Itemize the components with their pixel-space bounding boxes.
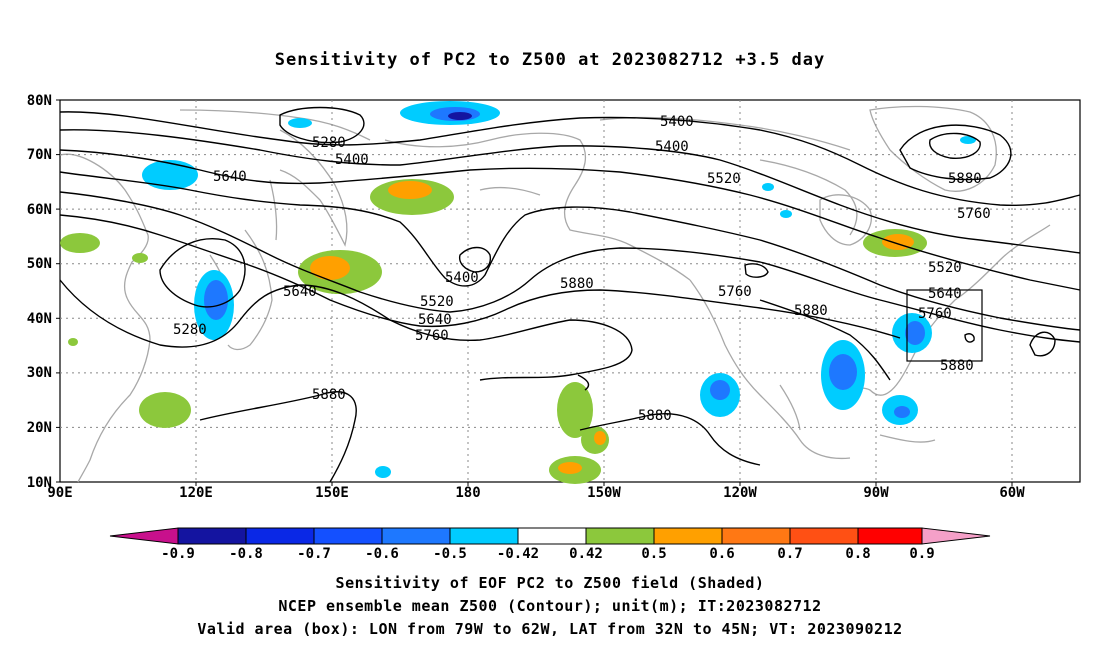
lon-label: 120W xyxy=(723,485,757,501)
latitude-labels: 80N 70N 60N 50N 40N 30N 20N 10N xyxy=(27,93,52,491)
contour-label: 5280 xyxy=(312,135,346,151)
lat-label: 40N xyxy=(27,311,52,327)
contour-label: 5520 xyxy=(707,171,741,187)
colorbar-label: -0.7 xyxy=(297,546,331,560)
colorbar-label: -0.6 xyxy=(365,546,399,560)
lon-label: 90W xyxy=(863,485,889,501)
contour-label: 5760 xyxy=(918,306,952,322)
colorbar-label: -0.42 xyxy=(497,546,539,560)
colorbar-labels: -0.9 -0.8 -0.7 -0.6 -0.5 -0.42 0.42 0.5 … xyxy=(161,546,935,560)
map-panel: 5280 5400 5640 5400 5520 5640 5280 5400 … xyxy=(59,99,1081,484)
lon-label: 180 xyxy=(455,485,480,501)
coastlines xyxy=(59,105,1051,483)
colorbar-label: -0.9 xyxy=(161,546,195,560)
lon-ticks xyxy=(195,482,1013,486)
contour-label: 5880 xyxy=(948,171,982,187)
contour-label: 5400 xyxy=(655,139,689,155)
colorbar-label: 0.7 xyxy=(777,546,802,560)
contour-label: 5640 xyxy=(283,284,317,300)
colorbar xyxy=(109,527,991,545)
contour-label: 5640 xyxy=(928,286,962,302)
contour-label: 5880 xyxy=(794,303,828,319)
sensitivity-map: 5280 5400 5640 5400 5520 5640 5280 5400 … xyxy=(27,93,1081,560)
contour-label: 5280 xyxy=(173,322,207,338)
lon-label: 120E xyxy=(179,485,213,501)
lon-label: 90E xyxy=(47,485,72,501)
footer-line-contour: NCEP ensemble mean Z500 (Contour); unit(… xyxy=(278,597,822,615)
footer-line-valid-area: Valid area (box): LON from 79W to 62W, L… xyxy=(197,620,903,638)
contour-label: 5400 xyxy=(660,114,694,130)
colorbar-label: 0.9 xyxy=(909,546,934,560)
contour-label: 5640 xyxy=(213,169,247,185)
contour-label: 5760 xyxy=(957,206,991,222)
contour-label: 5520 xyxy=(420,294,454,310)
lon-label: 150E xyxy=(315,485,349,501)
contour-label: 5640 xyxy=(418,312,452,328)
lat-label: 70N xyxy=(27,147,52,163)
sensitivity-shading xyxy=(60,101,976,484)
colorbar-label: -0.8 xyxy=(229,546,263,560)
lat-label: 80N xyxy=(27,93,52,109)
footer-line-shading: Sensitivity of EOF PC2 to Z500 field (Sh… xyxy=(335,574,765,592)
lat-label: 50N xyxy=(27,256,52,272)
contour-label: 5520 xyxy=(928,260,962,276)
lat-label: 30N xyxy=(27,365,52,381)
contour-label: 5400 xyxy=(335,152,369,168)
contour-label: 5880 xyxy=(560,276,594,292)
contour-label: 5880 xyxy=(312,387,346,403)
contour-label: 5760 xyxy=(718,284,752,300)
colorbar-label: 0.8 xyxy=(845,546,870,560)
contour-label: 5760 xyxy=(415,328,449,344)
lat-label: 60N xyxy=(27,202,52,218)
longitude-labels: 90E 120E 150E 180 150W 120W 90W 60W xyxy=(47,485,1025,501)
map-title: Sensitivity of PC2 to Z500 at 2023082712… xyxy=(274,50,826,70)
valid-area-box xyxy=(906,289,983,362)
lat-ticks xyxy=(56,99,60,483)
contour-label: 5880 xyxy=(940,358,974,374)
colorbar-label: 0.42 xyxy=(569,546,603,560)
contour-label: 5880 xyxy=(280,284,314,300)
colorbar-label: 0.6 xyxy=(709,546,734,560)
colorbar-label: -0.5 xyxy=(433,546,467,560)
colorbar-label: 0.5 xyxy=(641,546,666,560)
lon-label: 150W xyxy=(587,485,621,501)
z500-contours xyxy=(59,106,1081,483)
contour-label: 5880 xyxy=(638,408,672,424)
lat-label: 20N xyxy=(27,420,52,436)
lat-label: 10N xyxy=(27,475,52,491)
contour-labels: 5280 5400 5640 5400 5520 5640 5280 5400 … xyxy=(173,114,991,424)
lon-label: 60W xyxy=(999,485,1025,501)
contour-label: 5400 xyxy=(445,270,479,286)
